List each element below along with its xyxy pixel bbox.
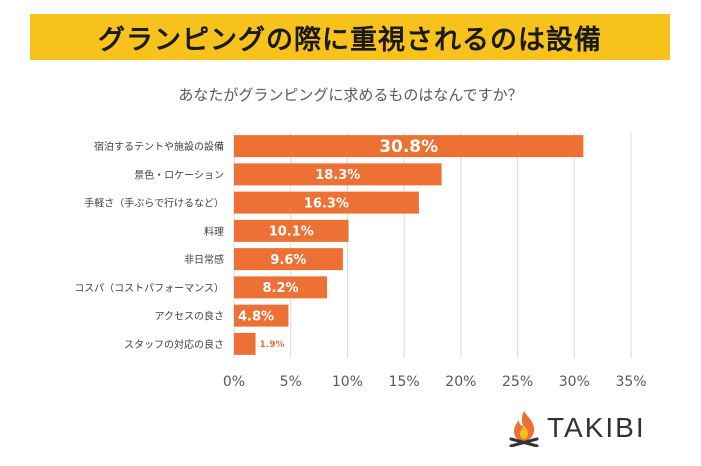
data-label: 8.2% [262,281,298,296]
x-tick-label: 0% [223,374,245,390]
category-label: スタッフの対応の良さ [124,338,224,351]
x-tick-label: 5% [280,374,302,390]
data-label: 4.8% [238,309,274,324]
bar [234,276,328,299]
bar [234,248,343,271]
bar [234,191,419,214]
data-label: 18.3% [315,168,360,183]
data-label: 30.8% [379,137,438,157]
bar [234,304,289,327]
x-tick-label: 15% [389,374,420,390]
x-tick-label: 35% [615,374,646,390]
bar [234,135,584,158]
x-tick-label: 10% [332,374,363,390]
category-label: コスパ（コストパフォーマンス） [74,282,224,294]
category-label: 非日常感 [184,253,224,266]
category-label: 景色・ロケーション [134,168,224,181]
category-label: 手軽さ（手ぶらで行けるなど） [84,197,224,210]
takibi-logo: TAKIBI [507,406,646,450]
data-label: 10.1% [269,225,314,240]
campfire-icon [509,411,539,447]
x-tick-label: 20% [445,374,476,390]
x-tick-label: 30% [559,374,590,390]
data-label: 1.9% [260,340,285,350]
bar [234,219,349,242]
category-label: アクセスの良さ [155,310,225,323]
category-label: 宿泊するテントや施設の設備 [94,140,224,153]
data-label: 16.3% [304,196,349,211]
logo-text: TAKIBI [547,412,646,443]
category-label: 料理 [204,225,224,238]
x-tick-label: 25% [502,374,533,390]
chart-subtitle: あなたがグランピングに求めるものはなんですか？ [178,86,523,104]
bar [234,332,256,355]
chart-title: グランピングの際に重視されるのは設備 [98,24,602,56]
bar [234,163,442,186]
title-banner: グランピングの際に重視されるのは設備 [30,14,670,60]
data-label: 9.6% [270,253,306,268]
